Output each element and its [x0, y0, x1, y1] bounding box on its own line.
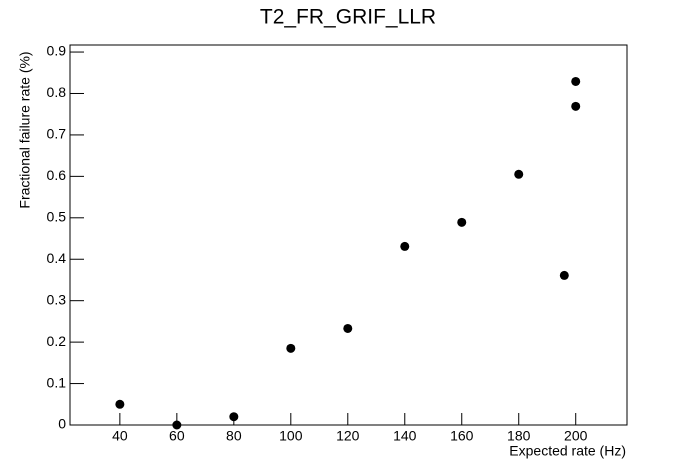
- x-tick-label: 60: [169, 428, 185, 444]
- data-point: [115, 399, 125, 409]
- data-point: [571, 76, 581, 86]
- x-tick-label: 40: [112, 428, 128, 444]
- y-tick-label: 0: [58, 416, 66, 432]
- y-axis-label: Fractional failure rate (%): [17, 51, 33, 208]
- data-point: [571, 101, 581, 111]
- y-tick-label: 0.8: [47, 84, 67, 100]
- y-tick-label: 0.1: [47, 374, 67, 390]
- y-tick-label: 0.7: [47, 126, 67, 142]
- data-point: [229, 412, 239, 422]
- x-tick-label: 160: [450, 428, 474, 444]
- x-tick-label: 140: [393, 428, 417, 444]
- chart-title: T2_FR_GRIF_LLR: [260, 6, 436, 29]
- data-point: [172, 420, 182, 430]
- x-tick-label: 80: [226, 428, 242, 444]
- data-point: [343, 323, 353, 333]
- data-point: [286, 343, 296, 353]
- data-point: [514, 169, 524, 179]
- x-tick-label: 200: [564, 428, 588, 444]
- plot-frame: [69, 44, 628, 426]
- x-axis-label: Expected rate (Hz): [509, 443, 626, 459]
- data-point: [457, 217, 467, 227]
- y-tick-label: 0.3: [47, 291, 67, 307]
- data-point: [559, 270, 569, 280]
- x-tick-label: 100: [279, 428, 303, 444]
- x-tick-label: 120: [336, 428, 360, 444]
- y-tick-label: 0.6: [47, 167, 67, 183]
- y-tick-label: 0.4: [47, 250, 67, 266]
- x-tick-label: 180: [507, 428, 531, 444]
- data-point: [400, 241, 410, 251]
- y-tick-label: 0.9: [47, 43, 67, 59]
- y-tick-label: 0.5: [47, 209, 67, 225]
- y-tick-label: 0.2: [47, 333, 67, 349]
